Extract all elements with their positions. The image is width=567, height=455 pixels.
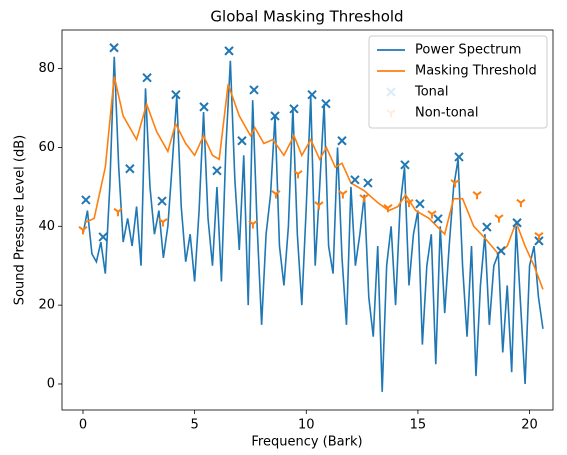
y-tick-label: 80 bbox=[38, 61, 55, 76]
y-tick-label: 20 bbox=[38, 298, 55, 313]
tonal-marker bbox=[337, 136, 347, 146]
non-tonal-marker bbox=[113, 207, 123, 217]
non-tonal-marker bbox=[158, 218, 168, 227]
tonal-marker bbox=[482, 222, 492, 232]
tonal-marker bbox=[237, 136, 247, 146]
tonal-marker bbox=[98, 232, 108, 242]
x-tick-label: 20 bbox=[521, 418, 538, 433]
tonal-marker bbox=[224, 46, 234, 56]
non-tonal-marker bbox=[78, 226, 88, 235]
tonal-marker bbox=[199, 102, 209, 112]
x-tick-label: 15 bbox=[410, 418, 427, 433]
non-tonal-marker bbox=[338, 190, 348, 199]
non-tonal-marker bbox=[516, 198, 526, 208]
y-tick-label: 60 bbox=[38, 140, 55, 155]
non-tonal-marker bbox=[359, 194, 369, 203]
legend-label: Tonal bbox=[414, 85, 449, 100]
tonal-marker bbox=[512, 218, 522, 228]
x-axis-label: Frequency (Bark) bbox=[251, 435, 362, 450]
y-axis-label: Sound Pressure Level (dB) bbox=[13, 135, 28, 305]
non-tonal-marker bbox=[271, 190, 281, 199]
tonal-marker bbox=[270, 111, 280, 121]
non-tonal-marker bbox=[427, 210, 437, 219]
legend-label: Power Spectrum bbox=[415, 43, 521, 58]
non-tonal-marker bbox=[404, 198, 414, 208]
legend-label: Masking Threshold bbox=[415, 64, 537, 79]
tonal-marker bbox=[321, 99, 331, 109]
tonal-marker bbox=[400, 160, 410, 170]
tonal-marker bbox=[125, 164, 135, 174]
tonal-marker bbox=[81, 195, 91, 205]
y-tick-label: 40 bbox=[38, 219, 55, 234]
tonal-marker bbox=[415, 199, 425, 209]
non-tonal-marker bbox=[314, 201, 324, 210]
series-line bbox=[84, 76, 544, 290]
legend-label: Non-tonal bbox=[415, 106, 478, 121]
non-tonal-marker bbox=[293, 170, 303, 179]
tonal-marker bbox=[109, 43, 119, 53]
non-tonal-marker bbox=[450, 179, 460, 188]
tonal-marker bbox=[350, 175, 360, 185]
tonal-marker bbox=[142, 72, 152, 83]
legend-box bbox=[368, 35, 548, 129]
x-tick-label: 0 bbox=[79, 418, 87, 433]
tonal-marker bbox=[249, 85, 259, 95]
non-tonal-marker bbox=[534, 231, 544, 241]
tonal-marker bbox=[307, 89, 317, 100]
tonal-marker bbox=[534, 236, 544, 246]
y-tick-label: 0 bbox=[47, 376, 55, 391]
tonal-marker bbox=[433, 214, 443, 224]
plot-frame bbox=[61, 29, 554, 411]
x-tick-label: 5 bbox=[190, 418, 198, 433]
tonal-marker bbox=[363, 178, 373, 188]
x-tick-label: 10 bbox=[298, 418, 315, 433]
non-tonal-marker bbox=[472, 190, 482, 200]
tonal-marker bbox=[171, 89, 181, 100]
tonal-marker bbox=[289, 104, 299, 114]
chart-title: Global Masking Threshold bbox=[210, 8, 403, 26]
tonal-marker bbox=[212, 166, 222, 176]
non-tonal-marker bbox=[248, 220, 258, 229]
non-tonal-marker bbox=[494, 214, 504, 223]
non-tonal-marker bbox=[383, 203, 393, 213]
tonal-marker bbox=[454, 152, 464, 162]
tonal-marker bbox=[157, 196, 167, 206]
tonal-marker bbox=[496, 246, 506, 256]
